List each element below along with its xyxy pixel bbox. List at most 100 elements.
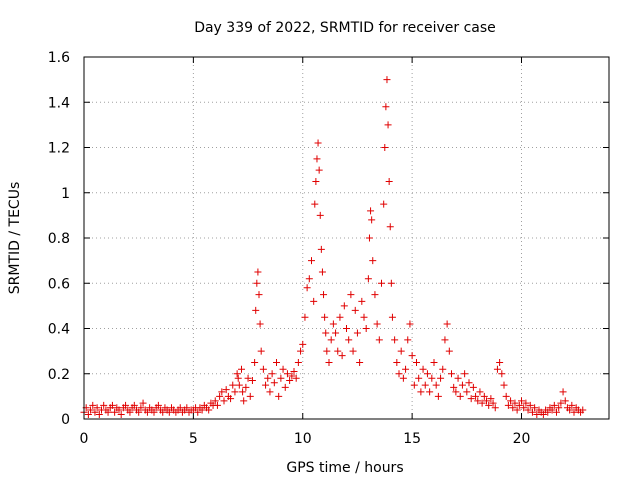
grid-lines [84, 57, 609, 419]
data-point [338, 352, 346, 360]
data-point [259, 365, 267, 373]
data-point [292, 374, 300, 382]
data-point [476, 388, 484, 396]
data-point [393, 358, 401, 366]
data-point [301, 313, 309, 321]
data-point [239, 388, 247, 396]
data-point [277, 374, 285, 382]
data-point [216, 392, 224, 400]
data-point [493, 365, 501, 373]
data-point [465, 379, 473, 387]
data-point [404, 336, 412, 344]
data-point [375, 336, 383, 344]
data-point [95, 410, 103, 418]
data-point [294, 358, 302, 366]
data-point [489, 399, 497, 407]
data-point [137, 404, 145, 412]
data-point [458, 381, 466, 389]
data-point [467, 395, 475, 403]
data-point [515, 401, 523, 409]
data-point [413, 358, 420, 366]
data-point [104, 408, 112, 416]
data-point [397, 347, 405, 355]
data-point [483, 397, 490, 405]
data-point [533, 410, 541, 418]
data-point [308, 257, 315, 265]
data-point [474, 397, 482, 405]
data-point [428, 374, 436, 382]
y-tick-label: 1.6 [48, 50, 70, 66]
series-srmtid [80, 76, 587, 418]
data-point [561, 397, 569, 405]
data-point [408, 352, 416, 360]
data-point [336, 313, 344, 321]
data-point [183, 404, 191, 412]
data-point [340, 302, 348, 310]
data-point [312, 177, 320, 185]
data-point [194, 408, 202, 416]
data-point [286, 377, 294, 385]
x-tick-label: 10 [294, 431, 312, 447]
data-point [252, 306, 260, 314]
data-point [443, 320, 451, 328]
data-point [322, 329, 330, 337]
data-point [198, 406, 206, 414]
data-point [126, 408, 134, 416]
y-tick-label: 0.2 [48, 367, 70, 383]
data-point [402, 365, 410, 373]
data-point [91, 408, 99, 416]
data-point [266, 388, 274, 396]
data-point [220, 397, 228, 405]
data-point [439, 365, 447, 373]
data-point [111, 408, 119, 416]
chart-title: Day 339 of 2022, SRMTID for receiver cas… [194, 20, 496, 36]
data-point [238, 365, 245, 373]
data-point [387, 279, 395, 287]
data-point [559, 388, 567, 396]
data-point [417, 388, 425, 396]
data-point [213, 401, 221, 409]
data-series [80, 76, 587, 418]
data-point [315, 166, 323, 174]
data-point [227, 395, 235, 403]
data-point [522, 399, 530, 407]
data-point [305, 275, 313, 283]
data-point [380, 200, 388, 208]
data-point [378, 279, 385, 287]
data-point [513, 406, 521, 414]
data-point [498, 370, 506, 378]
data-point [456, 392, 464, 400]
data-point [93, 404, 101, 412]
data-point [176, 404, 184, 412]
data-point [415, 374, 423, 382]
data-point [234, 374, 242, 382]
data-point [154, 401, 162, 409]
data-point [548, 406, 556, 414]
data-point [367, 207, 375, 215]
data-point [283, 370, 291, 378]
y-tick-label: 1.2 [48, 141, 70, 157]
data-point [419, 365, 427, 373]
data-point [364, 275, 372, 283]
data-point [502, 392, 510, 400]
data-point [434, 392, 442, 400]
data-point [406, 320, 414, 328]
data-point [117, 410, 125, 418]
data-point [365, 234, 373, 242]
x-tick-label: 15 [403, 431, 421, 447]
x-tick-label: 0 [80, 431, 89, 447]
data-point [231, 388, 239, 396]
y-tick-label: 0.8 [48, 231, 70, 247]
data-point [369, 257, 377, 265]
axes: 0 0.2 0.4 0.6 0.8 1 1.2 1.4 1.6 0 5 10 15 20 [48, 50, 610, 447]
data-point [524, 406, 532, 414]
data-point [358, 297, 366, 305]
data-point [450, 383, 458, 391]
data-point [381, 144, 389, 151]
data-point [448, 370, 455, 378]
data-point [310, 297, 318, 305]
data-point [264, 374, 272, 382]
data-point [268, 370, 276, 378]
data-point [290, 367, 298, 375]
data-point [317, 245, 325, 253]
